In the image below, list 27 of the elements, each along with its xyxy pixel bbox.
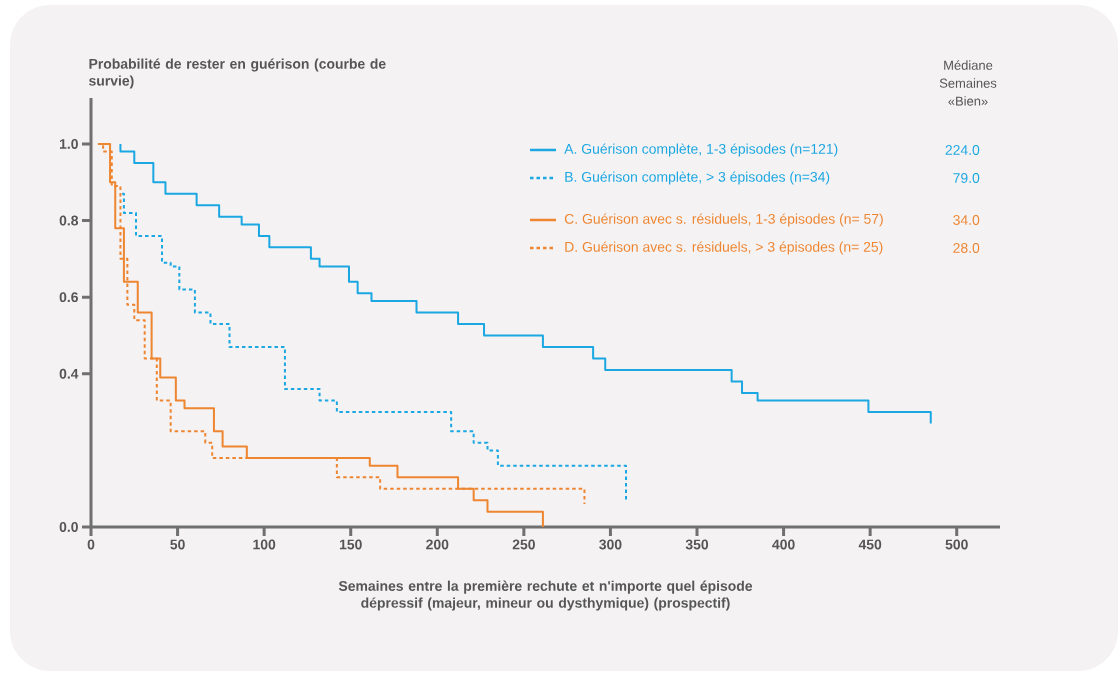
legend-label: D. Guérison avec s. résiduels, > 3 épisodes (n= 25) — [565, 241, 883, 255]
legend-label: A. Guérison complète, 1-3 épisodes (n=121) — [564, 143, 838, 157]
x-tick-label: 350 — [685, 539, 709, 550]
x-tick-label: 250 — [512, 539, 535, 550]
y-axis-title: Probabilité de rester en guérison (courbe de survie) — [89, 58, 386, 89]
annotation: Médiane Semaines «Bien» — [939, 60, 997, 106]
legend-label: C. Guérison avec s. résiduels, 1-3 épisodes (n= 57) — [564, 213, 883, 227]
annotation: 28.0 — [953, 243, 980, 253]
annotation: 79.0 — [953, 173, 980, 183]
x-axis-title: Semaines entre la première rechute et n'importe quel épisode dépressif (majeur, mineur ou dysthymique) (prospectif) — [338, 580, 753, 611]
x-tick-label: 200 — [426, 539, 449, 550]
annotation: 34.0 — [953, 215, 980, 225]
x-tick-label: 400 — [772, 539, 795, 550]
y-tick-label: 0.0 — [59, 522, 78, 532]
x-tick-label: 100 — [253, 539, 276, 550]
y-tick-label: 1.0 — [59, 139, 78, 149]
y-tick-label: 0.4 — [59, 368, 79, 379]
x-tick-label: 500 — [945, 539, 968, 550]
x-tick-label: 0 — [87, 539, 95, 550]
y-tick-label: 0.6 — [59, 292, 78, 303]
legend-label: B. Guérison complète, > 3 épisodes (n=34) — [565, 171, 830, 185]
x-tick-label: 300 — [599, 539, 622, 550]
y-tick-label: 0.8 — [59, 215, 79, 226]
x-tick-label: 150 — [339, 539, 362, 550]
x-tick-label: 50 — [170, 539, 185, 550]
x-tick-label: 450 — [858, 539, 882, 550]
annotation: 224.0 — [945, 145, 980, 155]
